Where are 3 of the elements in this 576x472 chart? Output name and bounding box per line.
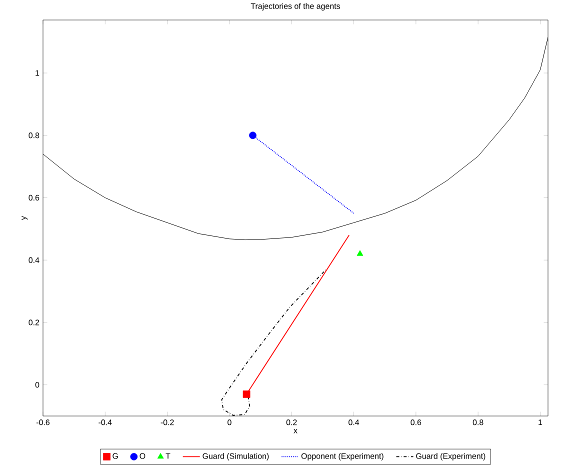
point (249, 132, 256, 140)
point (356, 250, 364, 256)
point (242, 390, 250, 398)
